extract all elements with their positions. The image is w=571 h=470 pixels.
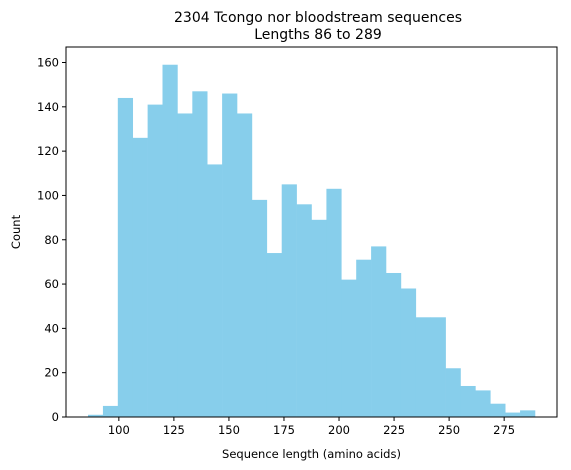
histogram-bar-5 [162,64,178,417]
plot-frame [65,46,558,418]
histogram-bar-6 [177,113,193,417]
x-tick-label: 100 [108,423,130,437]
y-tick-label: 20 [44,366,59,380]
histogram-bar-4 [147,104,163,417]
histogram-bar-8 [207,164,223,417]
histogram-bar-0 [88,414,104,417]
histogram-bar-20 [385,272,402,417]
histogram-bar-13 [281,184,297,417]
histogram-bar-22 [415,317,431,417]
x-axis-label: Sequence length (amino acids) [222,447,401,461]
histogram-bar-10 [237,113,253,417]
histogram-bar-26 [475,390,491,417]
y-tick-label: 80 [44,233,59,247]
y-tick-label: 40 [44,321,59,335]
chart-subtitle: Lengths 86 to 289 [254,27,382,43]
histogram-bar-7 [192,91,208,418]
histogram-bar-19 [371,246,387,417]
chart-title: 2304 Tcongo nor bloodstream sequences [174,10,462,26]
y-tick-label: 0 [52,410,59,424]
x-tick-label: 150 [218,423,240,437]
y-tick-label: 160 [37,56,59,70]
histogram-bar-17 [341,279,357,417]
histogram-bar-28 [505,412,521,417]
x-tick-label: 200 [328,423,350,437]
y-tick-label: 60 [44,277,59,291]
histogram-bar-16 [326,188,342,417]
x-tick-label: 275 [493,423,515,437]
y-tick-label: 100 [37,188,59,202]
histogram-bar-11 [251,199,268,417]
histogram-bar-15 [311,219,327,417]
histogram-bar-12 [266,253,283,417]
y-axis-label: Count [9,214,23,249]
histogram-bar-23 [430,317,446,417]
histogram-bar-24 [445,368,461,417]
y-tick-label: 140 [37,100,59,114]
y-axis: 0 20 40 60 80 100 120 140 160 [37,56,66,424]
bars-group [88,64,536,418]
x-tick-label: 125 [163,423,185,437]
histogram-bar-9 [222,93,238,417]
x-tick-label: 175 [273,423,295,437]
y-tick-label: 120 [37,144,59,158]
histogram-bar-21 [400,288,417,417]
histogram-bar-2 [117,97,134,418]
x-tick-label: 250 [438,423,460,437]
histogram-bar-1 [102,405,119,417]
histogram-bar-25 [460,385,476,417]
histogram-bar-27 [490,403,506,417]
histogram-bar-3 [132,137,148,417]
x-axis: 100 125 150 175 200 225 250 275 [108,417,515,437]
histogram-bar-29 [520,410,536,417]
histogram-bar-14 [296,204,312,417]
x-tick-label: 225 [383,423,405,437]
histogram-bar-18 [356,259,372,417]
